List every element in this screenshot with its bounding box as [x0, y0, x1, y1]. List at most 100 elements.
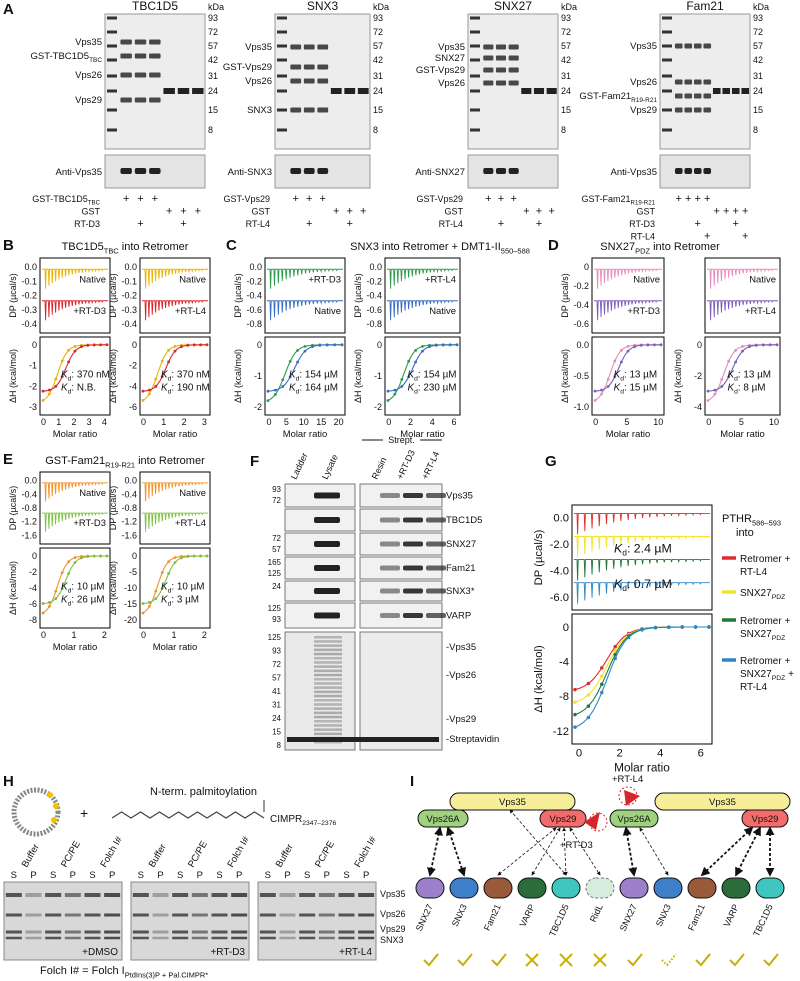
panel-letter: D: [548, 237, 559, 254]
fraction-label: S: [304, 870, 310, 881]
lane-label: +RT-L4: [420, 450, 442, 481]
ladder-band: [662, 44, 672, 48]
footnote: Folch I# = Folch IPtdIns(3)P + Pal.CIMPR…: [40, 965, 208, 979]
marker-label: 93: [373, 13, 383, 23]
gel: [104, 13, 206, 150]
inhibitor-site: [618, 786, 638, 806]
thermogram: [142, 482, 208, 502]
isotherm-point: [99, 343, 102, 347]
band-label: -Vps35: [446, 642, 476, 653]
lane-mark: +: [123, 193, 129, 205]
band-label: Vps26: [438, 78, 465, 89]
thermogram-frame: [571, 504, 713, 611]
fraction-label: S: [50, 870, 56, 881]
blot-band: [508, 168, 519, 174]
blot-band: [693, 168, 702, 174]
x-tick-label: 2: [202, 630, 207, 640]
lane-mark: +: [733, 218, 739, 230]
y-tick-label: -0.4: [21, 319, 37, 329]
row-label: RT-L4: [631, 232, 655, 242]
band: [330, 88, 342, 94]
band: [134, 53, 147, 59]
blot-band: [426, 588, 446, 594]
axis-label: ΔH (kcal/mol): [533, 645, 545, 713]
band: [741, 88, 750, 94]
isotherm-point: [60, 587, 64, 591]
blot-band: [380, 613, 400, 618]
condition-label: +DMSO: [82, 947, 118, 958]
text-part: SNX3 into Retromer + DMT1-II: [350, 241, 501, 253]
band: [104, 913, 121, 917]
band: [104, 893, 121, 897]
marker-label: 93: [753, 13, 763, 23]
protein: [417, 809, 469, 828]
y-tick-label: -1.2: [121, 517, 137, 527]
band: [731, 88, 740, 94]
thermogram: [142, 300, 208, 321]
y-tick-label: -0.4: [121, 319, 137, 329]
isotherm-point: [727, 359, 731, 363]
band: [684, 43, 693, 49]
band-label: GST-Vps29: [223, 62, 272, 73]
band: [259, 936, 276, 940]
gel-smear: [314, 699, 342, 702]
kd-subscript: d: [296, 376, 300, 383]
isotherm-point: [633, 345, 636, 349]
band: [495, 44, 507, 50]
check-mark: [627, 953, 643, 967]
y-tick-label: -1.0: [573, 402, 589, 412]
text-part: SNX27: [740, 629, 772, 640]
band: [64, 913, 81, 917]
band: [357, 88, 369, 94]
isotherm-point: [448, 343, 452, 347]
trace-label: Native: [79, 488, 106, 499]
axis-label: Molar ratio: [53, 642, 98, 653]
isotherm-point: [192, 554, 196, 558]
plus: +: [80, 805, 88, 821]
lane-mark: +: [347, 218, 353, 230]
lipid-anchor: [47, 792, 53, 798]
caption: N-term. palmitoylation: [150, 786, 257, 798]
isotherm-point: [86, 343, 90, 347]
lane-mark: +: [510, 193, 516, 205]
trace-label: Native: [79, 274, 106, 285]
gel: [359, 631, 443, 751]
gel-smear: [314, 678, 342, 681]
isotherm-frame: [591, 336, 665, 416]
marker-label: 72: [208, 27, 218, 37]
band-label: Vps35: [630, 41, 657, 52]
kd-subscript: d: [620, 389, 624, 396]
isotherm-point: [586, 681, 591, 686]
trace-label: +RT-L4: [425, 274, 456, 285]
text-part: GST-TBC1D5: [32, 194, 88, 204]
band: [317, 44, 329, 50]
condition-label: +RT-L4: [339, 947, 372, 958]
text-part: GST-Vps29: [416, 65, 465, 76]
isotherm-point: [386, 399, 390, 402]
marker-label: 72: [753, 27, 763, 37]
isotherm-point: [205, 554, 209, 558]
isotherm-point: [620, 360, 623, 364]
band: [45, 893, 62, 897]
blot-band: [426, 565, 446, 571]
isotherm-frame: [571, 613, 713, 745]
gel-smear: [314, 715, 342, 719]
gel-smear: [314, 640, 342, 643]
isotherm-point: [186, 343, 190, 347]
isotherm-point: [720, 385, 724, 388]
kd-label: Kd: 10 µM: [61, 582, 105, 595]
row-label: RT-L4: [246, 219, 270, 229]
lane-mark: +: [306, 218, 312, 230]
isotherm-point: [707, 625, 711, 629]
x-tick-label: 2: [182, 417, 187, 427]
partner: [721, 877, 751, 899]
kd-label: Kd: 26 µM: [61, 595, 105, 608]
axis-label: DP (µcal/s): [8, 273, 18, 318]
band: [120, 39, 132, 45]
lane-mark: +: [548, 206, 554, 218]
isotherm-point: [48, 392, 51, 396]
band: [84, 936, 101, 940]
text-part: Vps26: [75, 70, 102, 81]
subscript: TBC: [89, 57, 102, 64]
inhibitor-wedge: [584, 812, 600, 830]
